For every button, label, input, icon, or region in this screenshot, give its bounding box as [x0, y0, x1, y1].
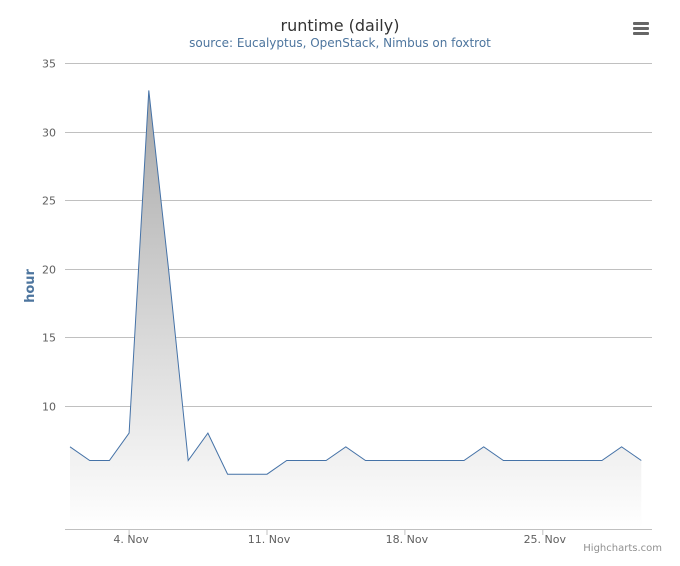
- y-axis-title: hour: [23, 268, 38, 302]
- series-area-fill: [70, 90, 642, 530]
- x-tick-label: 25. Nov: [524, 533, 567, 546]
- y-tick-label: 35: [42, 58, 56, 71]
- y-tick-label: 25: [42, 195, 56, 208]
- y-tick-label: 20: [42, 264, 56, 277]
- y-tick-label: 10: [42, 401, 56, 414]
- x-tick-label: 18. Nov: [386, 533, 429, 546]
- axes: [65, 529, 652, 535]
- chart-subtitle: source: Eucalyptus, OpenStack, Nimbus on…: [189, 36, 491, 50]
- x-tick-label: 4. Nov: [113, 533, 149, 546]
- credits-link[interactable]: Highcharts.com: [583, 543, 662, 554]
- y-tick-label: 15: [42, 332, 56, 345]
- tick-labels: 10 15 20 25 30 35 4. Nov 11. Nov 18. Nov 25. Nov h…: [23, 58, 567, 547]
- hamburger-menu-icon[interactable]: [626, 17, 656, 41]
- series-line: [69, 90, 642, 475]
- series-area: [69, 90, 642, 530]
- y-tick-label: 30: [42, 127, 56, 140]
- chart-title: runtime (daily): [280, 16, 400, 35]
- x-tick-label: 11. Nov: [248, 533, 291, 546]
